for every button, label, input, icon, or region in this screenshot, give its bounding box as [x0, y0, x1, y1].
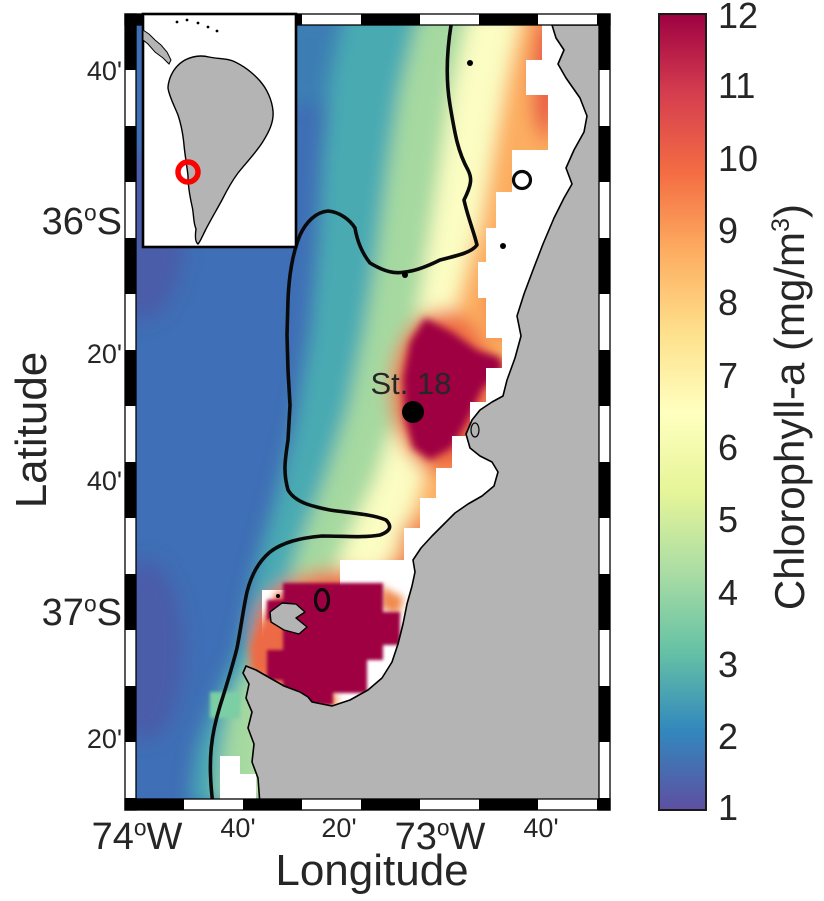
y-tick-35-40: 40'	[86, 56, 122, 86]
colorbar-tick-10: 10	[718, 138, 759, 179]
colorbar-tick-11: 11	[718, 65, 756, 106]
x-tick-73-20: 20'	[321, 813, 357, 843]
x-tick-74w: 74oW	[91, 814, 183, 858]
inset-study-area-circle	[175, 159, 201, 185]
colorbar-tick-3: 3	[718, 644, 739, 685]
y-tick-37-20: 20'	[86, 724, 122, 754]
inset-caribbean-islands	[175, 18, 219, 33]
chlorophyll-field	[136, 25, 599, 799]
colorbar-tick-12: 12	[718, 0, 759, 36]
colorbar-tick-9: 9	[718, 210, 739, 251]
x-tick-73w: 73oW	[394, 814, 486, 858]
coastal-green-cell	[210, 692, 240, 718]
y-tick-37s: 37oS	[41, 590, 122, 634]
x-tick-73-40: 40'	[220, 813, 256, 843]
inset-south-america	[167, 55, 274, 245]
colorbar-tick-4: 4	[718, 572, 739, 613]
land-island-santa-maria	[269, 602, 308, 635]
y-tick-36s: 36oS	[41, 199, 122, 243]
x-axis-title: Longitude	[275, 846, 469, 895]
colorbar-tick-6: 6	[718, 427, 739, 468]
station-marker	[402, 401, 424, 423]
colorbar-tick-7: 7	[718, 355, 739, 396]
islet-dots	[276, 60, 506, 598]
colorbar	[658, 13, 707, 811]
land-islet	[470, 422, 480, 438]
station-label: St. 18	[370, 366, 452, 401]
map-frame	[124, 13, 611, 811]
inset-map	[141, 12, 298, 249]
colorbar-tick-2: 2	[718, 716, 739, 757]
x-tick-72-40: 40'	[523, 813, 559, 843]
y-tick-36-20: 20'	[86, 339, 122, 369]
contour-line	[208, 25, 533, 799]
colorbar-title: Chlorophyll-a (mg/m3)	[766, 203, 813, 611]
inset-central-america	[142, 29, 172, 65]
colorbar-tick-5: 5	[718, 499, 739, 540]
land-mainland	[242, 25, 599, 799]
colorbar-tick-1: 1	[718, 787, 739, 828]
colorbar-tick-8: 8	[718, 282, 739, 323]
y-tick-36-40: 40'	[86, 466, 122, 496]
